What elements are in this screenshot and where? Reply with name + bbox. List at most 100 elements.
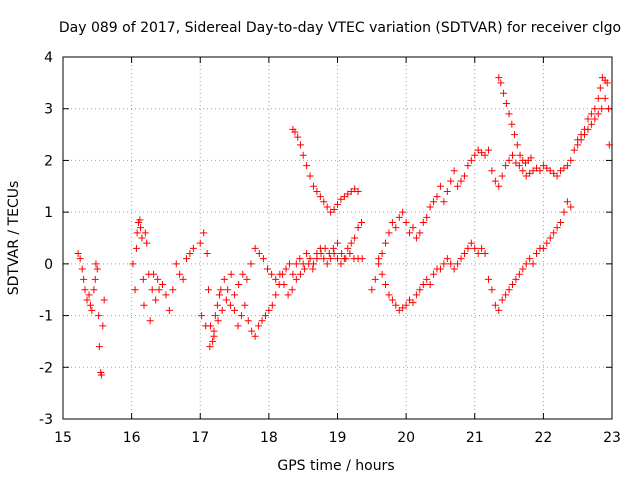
data-point	[88, 306, 96, 314]
data-point	[601, 94, 609, 102]
data-point	[133, 229, 141, 237]
data-point	[294, 133, 302, 141]
data-point	[137, 224, 145, 232]
data-point	[83, 296, 91, 304]
data-point	[204, 286, 212, 294]
data-point	[464, 162, 472, 170]
data-point	[440, 260, 448, 268]
data-point	[141, 229, 149, 237]
data-point	[284, 291, 292, 299]
data-point	[189, 244, 197, 252]
data-point	[346, 250, 354, 258]
data-point	[198, 312, 206, 320]
data-point	[450, 167, 458, 175]
data-points	[74, 74, 613, 379]
data-point	[268, 301, 276, 309]
x-tick-label: 23	[603, 430, 621, 446]
data-point	[292, 275, 300, 283]
data-point	[515, 162, 523, 170]
data-point	[392, 301, 400, 309]
chart-title: Day 089 of 2017, Sidereal Day-to-day VTE…	[59, 20, 621, 36]
data-point	[329, 244, 337, 252]
data-point	[306, 172, 314, 180]
data-point	[209, 337, 217, 345]
data-point	[235, 281, 243, 289]
data-point	[563, 198, 571, 206]
data-point	[502, 291, 510, 299]
data-point	[227, 270, 235, 278]
data-point	[526, 255, 534, 263]
data-point	[95, 343, 103, 351]
data-point	[409, 299, 417, 307]
x-tick-label: 18	[260, 430, 278, 446]
data-point	[460, 172, 468, 180]
data-point	[176, 270, 184, 278]
data-point	[139, 275, 147, 283]
data-point	[243, 275, 251, 283]
data-point	[402, 301, 410, 309]
data-point	[378, 270, 386, 278]
x-tick-label: 15	[54, 430, 72, 446]
data-point	[591, 115, 599, 123]
data-point	[536, 167, 544, 175]
data-point	[258, 317, 266, 325]
series-peak_21_4	[495, 74, 535, 167]
data-point	[553, 172, 561, 180]
data-point	[239, 270, 247, 278]
data-point	[347, 239, 355, 247]
data-point	[419, 281, 427, 289]
data-point	[162, 291, 170, 299]
data-point	[296, 141, 304, 149]
data-point	[539, 244, 547, 252]
data-point	[217, 286, 225, 294]
data-point	[305, 260, 313, 268]
data-point	[165, 306, 173, 314]
x-tick-label: 22	[534, 430, 552, 446]
data-point	[508, 281, 516, 289]
data-point	[202, 322, 210, 330]
data-point	[303, 250, 311, 258]
data-point	[299, 151, 307, 159]
data-point	[74, 250, 82, 258]
data-point	[385, 229, 393, 237]
data-point	[426, 281, 434, 289]
data-point	[495, 306, 503, 314]
data-point	[502, 100, 510, 108]
data-point	[334, 239, 341, 247]
data-point	[200, 229, 208, 237]
series-arc_18_19	[289, 125, 362, 216]
data-point	[276, 270, 284, 278]
data-point	[203, 250, 211, 258]
data-point	[99, 322, 107, 330]
data-point	[481, 250, 489, 258]
data-point	[214, 317, 222, 325]
data-point	[296, 270, 304, 278]
data-point	[563, 162, 571, 170]
data-point	[255, 322, 263, 330]
data-point	[546, 234, 554, 242]
data-point	[382, 281, 390, 289]
series-cluster_19_20_high	[375, 94, 613, 268]
data-point	[143, 239, 151, 247]
data-point	[272, 275, 280, 283]
data-point	[481, 151, 489, 159]
data-point	[406, 229, 414, 237]
data-point	[358, 218, 366, 226]
data-point	[86, 301, 94, 309]
data-point	[358, 255, 366, 263]
data-point	[416, 286, 424, 294]
data-point	[519, 265, 527, 273]
data-point	[430, 270, 438, 278]
data-point	[179, 275, 187, 283]
data-point	[598, 105, 606, 113]
data-point	[577, 131, 585, 139]
series-late_rise	[574, 74, 613, 149]
data-point	[316, 193, 324, 201]
x-tick-label: 20	[397, 430, 415, 446]
x-tick-label: 17	[191, 430, 209, 446]
x-tick-label: 16	[123, 430, 141, 446]
data-point	[587, 110, 595, 118]
data-point	[248, 327, 256, 335]
data-point	[251, 332, 259, 340]
